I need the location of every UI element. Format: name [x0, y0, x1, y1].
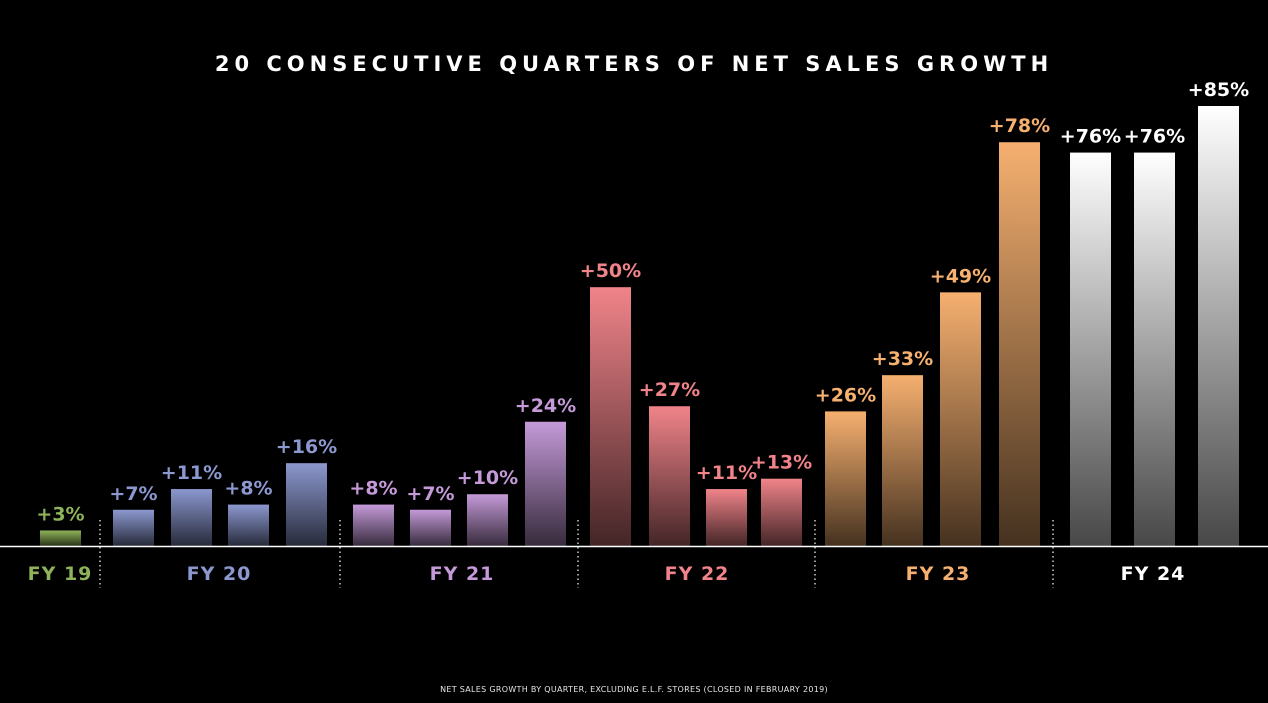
bar-fy21-q3 [467, 494, 508, 546]
bar-fy23-q2 [882, 375, 923, 546]
bar-fy24-q3 [1198, 106, 1239, 546]
bar-fy21-q4 [525, 421, 566, 546]
bar-value-label: +24% [515, 395, 576, 417]
bar-value-label: +49% [930, 265, 991, 287]
bar-value-label: +26% [815, 384, 876, 406]
bar-value-label: +8% [349, 478, 397, 500]
bar-value-label: +78% [989, 115, 1050, 137]
bar-fy21-q1 [353, 504, 394, 546]
group-label-fy23: FY 23 [906, 563, 971, 585]
bar-value-label: +33% [872, 348, 933, 370]
bar-fy20-q4 [286, 463, 327, 546]
bar-fy22-q1 [590, 287, 631, 546]
bar-fy23-q3 [940, 292, 981, 546]
bar-fy24-q1 [1070, 152, 1111, 546]
group-label-fy24: FY 24 [1121, 563, 1186, 585]
bar-value-label: +3% [36, 503, 84, 525]
bar-value-label: +7% [109, 483, 157, 505]
bar-value-label: +11% [696, 462, 757, 484]
chart-title: 20 CONSECUTIVE QUARTERS OF NET SALES GRO… [214, 52, 1054, 76]
bar-fy20-q3 [228, 504, 269, 546]
bar-value-label: +85% [1188, 79, 1249, 101]
bar-value-label: +50% [580, 260, 641, 282]
bar-value-label: +8% [224, 478, 272, 500]
bar-value-label: +16% [276, 436, 337, 458]
group-label-fy20: FY 20 [187, 563, 252, 585]
bar-fy23-q1 [825, 411, 866, 546]
bar-value-label: +13% [751, 452, 812, 474]
footnote: NET SALES GROWTH BY QUARTER, EXCLUDING E… [440, 685, 828, 694]
bar-fy24-q2 [1134, 152, 1175, 546]
bar-value-label: +7% [406, 483, 454, 505]
bar-value-label: +11% [161, 462, 222, 484]
bar-fy19-q1 [40, 530, 81, 546]
bar-value-label: +76% [1124, 126, 1185, 148]
group-label-fy21: FY 21 [430, 563, 495, 585]
bar-fy21-q2 [410, 509, 451, 546]
group-label-fy19: FY 19 [28, 563, 93, 585]
group-label-fy22: FY 22 [665, 563, 730, 585]
bar-value-label: +10% [457, 467, 518, 489]
bar-fy20-q1 [113, 509, 154, 546]
bar-fy20-q2 [171, 489, 212, 546]
bar-fy22-q4 [761, 478, 802, 546]
bar-value-label: +27% [639, 379, 700, 401]
bar-fy22-q3 [706, 489, 747, 546]
bar-fy23-q4 [999, 142, 1040, 546]
bar-fy22-q2 [649, 406, 690, 546]
bar-value-label: +76% [1060, 126, 1121, 148]
